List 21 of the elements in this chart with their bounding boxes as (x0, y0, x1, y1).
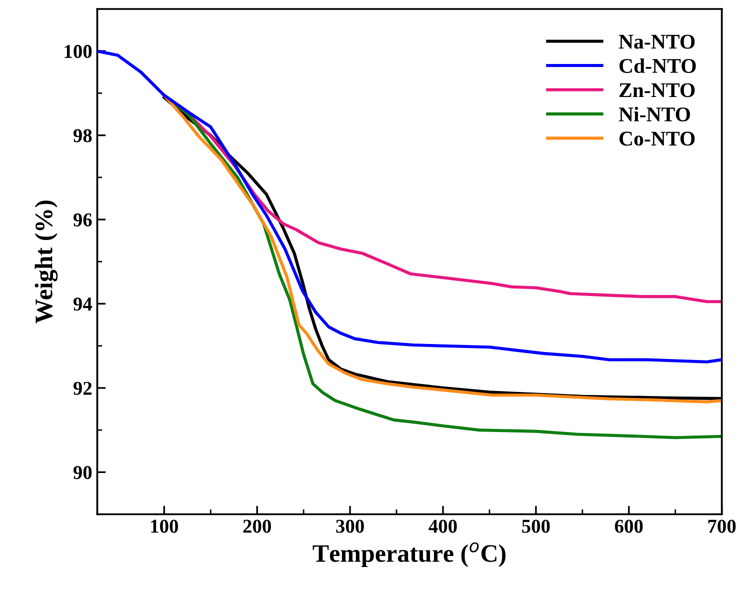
legend-label: Co-NTO (619, 132, 695, 146)
y-tick-label: 90 (73, 466, 92, 480)
x-tick-label: 300 (336, 520, 364, 533)
y-tick-label: 100 (64, 44, 92, 58)
y-tick-label: 92 (73, 382, 92, 395)
x-axis-title: Temperature ($^{o}$C) (312, 542, 506, 568)
y-tick-label: 98 (73, 129, 92, 142)
line-series (97, 50, 722, 364)
legend-label: Ni-NTO (618, 106, 690, 122)
x-tick-label: 100 (151, 520, 178, 533)
legend-label: Cd-NTO (619, 58, 696, 73)
y-axis-title: Weight (%) (34, 200, 58, 324)
x-tick-label: 400 (428, 520, 457, 533)
x-tick-label: 700 (708, 520, 736, 533)
x-tick-label: 600 (614, 520, 643, 533)
y-tick-label: 96 (73, 213, 92, 226)
legend-label: Na-NTO (618, 34, 695, 49)
y-tick-label: 94 (73, 298, 92, 311)
x-tick-label: 500 (522, 520, 550, 533)
x-tick-label: 200 (243, 520, 271, 533)
legend-label: Zn-NTO (619, 83, 695, 98)
